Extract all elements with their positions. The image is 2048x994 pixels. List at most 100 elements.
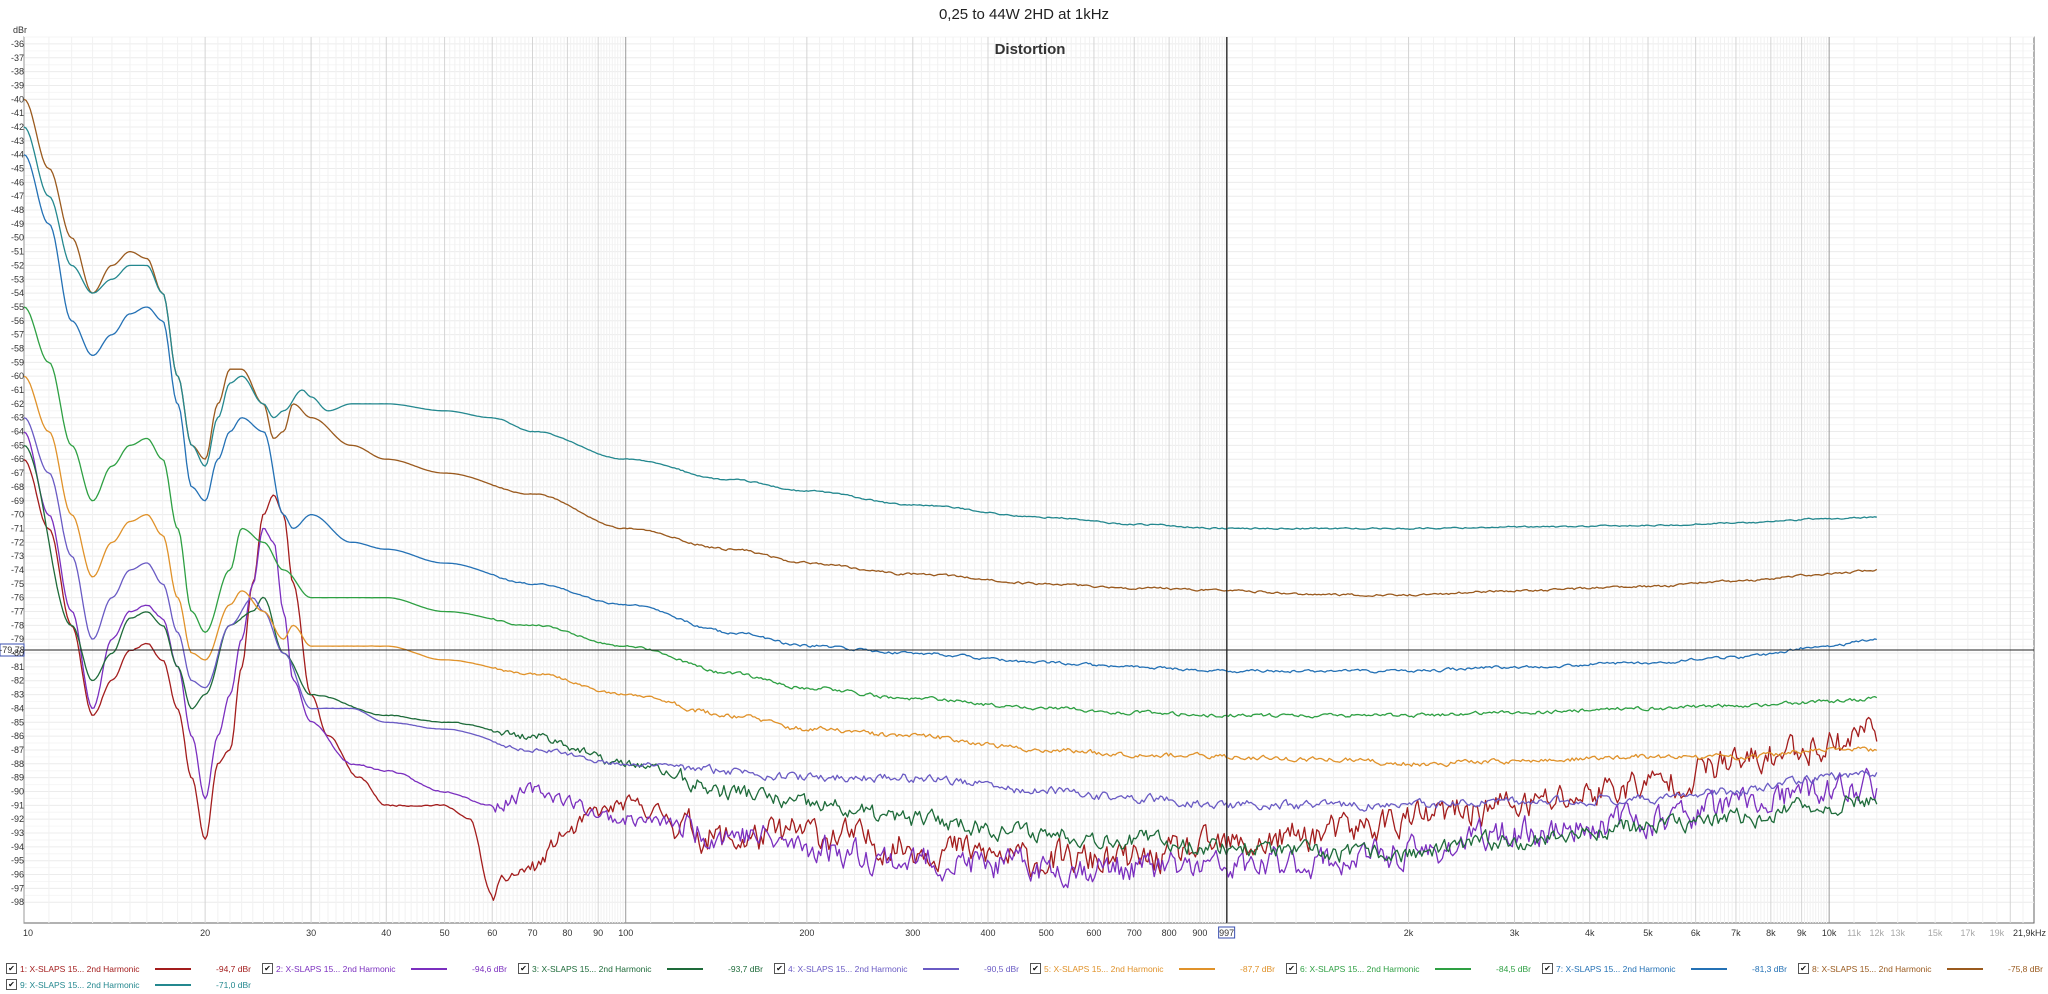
y-tick-label: -51 — [11, 247, 24, 257]
legend-item[interactable]: ✔ 8: X-SLAPS 15... 2nd Harmonic -75,8 dBr — [1798, 962, 2043, 975]
x-tick-label: 70 — [528, 928, 538, 938]
y-tick-label: -91 — [11, 800, 24, 810]
legend-item[interactable]: ✔ 5: X-SLAPS 15... 2nd Harmonic -87,7 dBr — [1030, 962, 1275, 975]
y-tick-label: -98 — [11, 897, 24, 907]
y-tick-label: -84 — [11, 703, 24, 713]
y-tick-label: -53 — [11, 274, 24, 284]
page-title: 0,25 to 44W 2HD at 1kHz — [938, 6, 1110, 23]
y-tick-label: -68 — [11, 482, 24, 492]
y-tick-label: -86 — [11, 731, 24, 741]
legend-checkbox[interactable]: ✔ — [518, 963, 529, 974]
x-tick-label: 200 — [799, 928, 814, 938]
legend-value: -71,0 dBr — [216, 979, 251, 990]
y-tick-label: -97 — [11, 883, 24, 893]
y-tick-label: -90 — [11, 786, 24, 796]
legend-checkbox[interactable]: ✔ — [1542, 963, 1553, 974]
legend-swatch — [923, 967, 959, 970]
legend-checkbox[interactable]: ✔ — [1798, 963, 1809, 974]
legend-value: -75,8 dBr — [2008, 963, 2043, 974]
x-tick-label: 19k — [1990, 928, 2005, 938]
series-5-line — [23, 375, 1878, 768]
legend-checkbox[interactable]: ✔ — [262, 963, 273, 974]
series-7-line — [23, 154, 1877, 674]
y-tick-label: -65 — [11, 440, 24, 450]
y-tick-label: -49 — [11, 219, 24, 229]
series-6-line — [23, 306, 1878, 719]
y-tick-label: -48 — [11, 205, 24, 215]
legend-item[interactable]: ✔ 4: X-SLAPS 15... 2nd Harmonic -90,5 dBr — [774, 962, 1019, 975]
y-tick-label: -88 — [11, 759, 24, 769]
x-tick-label: 9k — [1797, 928, 1807, 938]
legend-checkbox[interactable]: ✔ — [6, 963, 17, 974]
x-tick-label: 10 — [23, 928, 33, 938]
x-tick-label: 40 — [381, 928, 391, 938]
distortion-chart[interactable]: -79,78 997 -36 -37 -38 -39 -40 -41 -42 -43 -44 -45… — [0, 24, 2048, 958]
y-tick-label: -83 — [11, 690, 24, 700]
x-tick-label: 300 — [905, 928, 920, 938]
x-tick-label: 21,9kHz — [2013, 928, 2047, 938]
x-tick-label: 11k — [1847, 928, 1861, 938]
y-tick-label: -66 — [11, 454, 24, 464]
legend-checkbox[interactable]: ✔ — [1030, 963, 1041, 974]
x-tick-label: 700 — [1127, 928, 1142, 938]
legend: ✔ 1: X-SLAPS 15... 2nd Harmonic -94,7 dBr ✔… — [0, 960, 2048, 994]
legend-item[interactable]: ✔ 6: X-SLAPS 15... 2nd Harmonic -84,5 dBr — [1286, 962, 1531, 975]
x-tick-label: 30 — [306, 928, 316, 938]
legend-value: -93,7 dBr — [728, 963, 763, 974]
legend-item[interactable]: ✔ 3: X-SLAPS 15... 2nd Harmonic -93,7 dBr — [518, 962, 763, 975]
legend-swatch — [1947, 967, 1983, 970]
legend-swatch — [1691, 967, 1727, 970]
legend-value: -94,6 dBr — [472, 963, 507, 974]
x-tick-label: 4k — [1585, 928, 1595, 938]
legend-swatch — [1435, 967, 1471, 970]
legend-label: 1: X-SLAPS 15... 2nd Harmonic — [20, 963, 140, 974]
legend-item[interactable]: ✔ 2: X-SLAPS 15... 2nd Harmonic -94,6 dBr — [262, 962, 507, 975]
y-tick-label: -58 — [11, 343, 24, 353]
legend-checkbox[interactable]: ✔ — [1286, 963, 1297, 974]
legend-checkbox[interactable]: ✔ — [774, 963, 785, 974]
legend-swatch — [411, 967, 447, 970]
legend-swatch — [155, 967, 191, 970]
series-4-line — [23, 417, 1878, 812]
y-tick-label: -43 — [11, 136, 24, 146]
x-tick-label: 8k — [1766, 928, 1776, 938]
y-tick-label: -77 — [11, 607, 24, 617]
x-tick-label: 5k — [1643, 928, 1653, 938]
series-layer — [23, 98, 1878, 901]
y-tick-label: -79 — [11, 634, 24, 644]
legend-value: -87,7 dBr — [1240, 963, 1275, 974]
x-tick-label: 90 — [593, 928, 603, 938]
x-tick-label: 400 — [980, 928, 995, 938]
legend-label: 2: X-SLAPS 15... 2nd Harmonic — [276, 963, 396, 974]
x-tick-label: 80 — [562, 928, 572, 938]
cursor[interactable]: -79,78 997 — [0, 37, 2034, 939]
legend-item[interactable]: ✔ 7: X-SLAPS 15... 2nd Harmonic -81,3 dBr — [1542, 962, 1787, 975]
x-tick-label: 6k — [1691, 928, 1701, 938]
series-9-line — [23, 126, 1877, 530]
series-2-line — [23, 431, 1878, 889]
legend-label: 6: X-SLAPS 15... 2nd Harmonic — [1300, 963, 1420, 974]
y-tick-label: -96 — [11, 870, 24, 880]
x-tick-label: 12k — [1870, 928, 1885, 938]
x-tick-label: 50 — [440, 928, 450, 938]
y-tick-label: -71 — [11, 523, 24, 533]
y-tick-label: -41 — [11, 108, 24, 118]
y-tick-label: -67 — [11, 468, 24, 478]
y-tick-label: -85 — [11, 717, 24, 727]
y-tick-label: -54 — [11, 288, 24, 298]
legend-checkbox[interactable]: ✔ — [6, 979, 17, 990]
y-tick-label: -89 — [11, 773, 24, 783]
legend-item[interactable]: ✔ 1: X-SLAPS 15... 2nd Harmonic -94,7 dBr — [6, 962, 251, 975]
legend-swatch — [1179, 967, 1215, 970]
y-tick-label: -81 — [11, 662, 24, 672]
y-tick-label: -95 — [11, 856, 24, 866]
y-tick-label: -92 — [11, 814, 24, 824]
cursor-y-readout-box — [0, 643, 25, 657]
y-tick-label: -40 — [11, 94, 24, 104]
y-tick-label: -82 — [11, 676, 24, 686]
x-tick-label: 500 — [1039, 928, 1054, 938]
y-tick-label: -52 — [11, 260, 24, 270]
y-tick-label: -78 — [11, 620, 24, 630]
legend-item[interactable]: ✔ 9: X-SLAPS 15... 2nd Harmonic -71,0 dBr — [6, 978, 251, 991]
y-tick-label: -56 — [11, 316, 24, 326]
